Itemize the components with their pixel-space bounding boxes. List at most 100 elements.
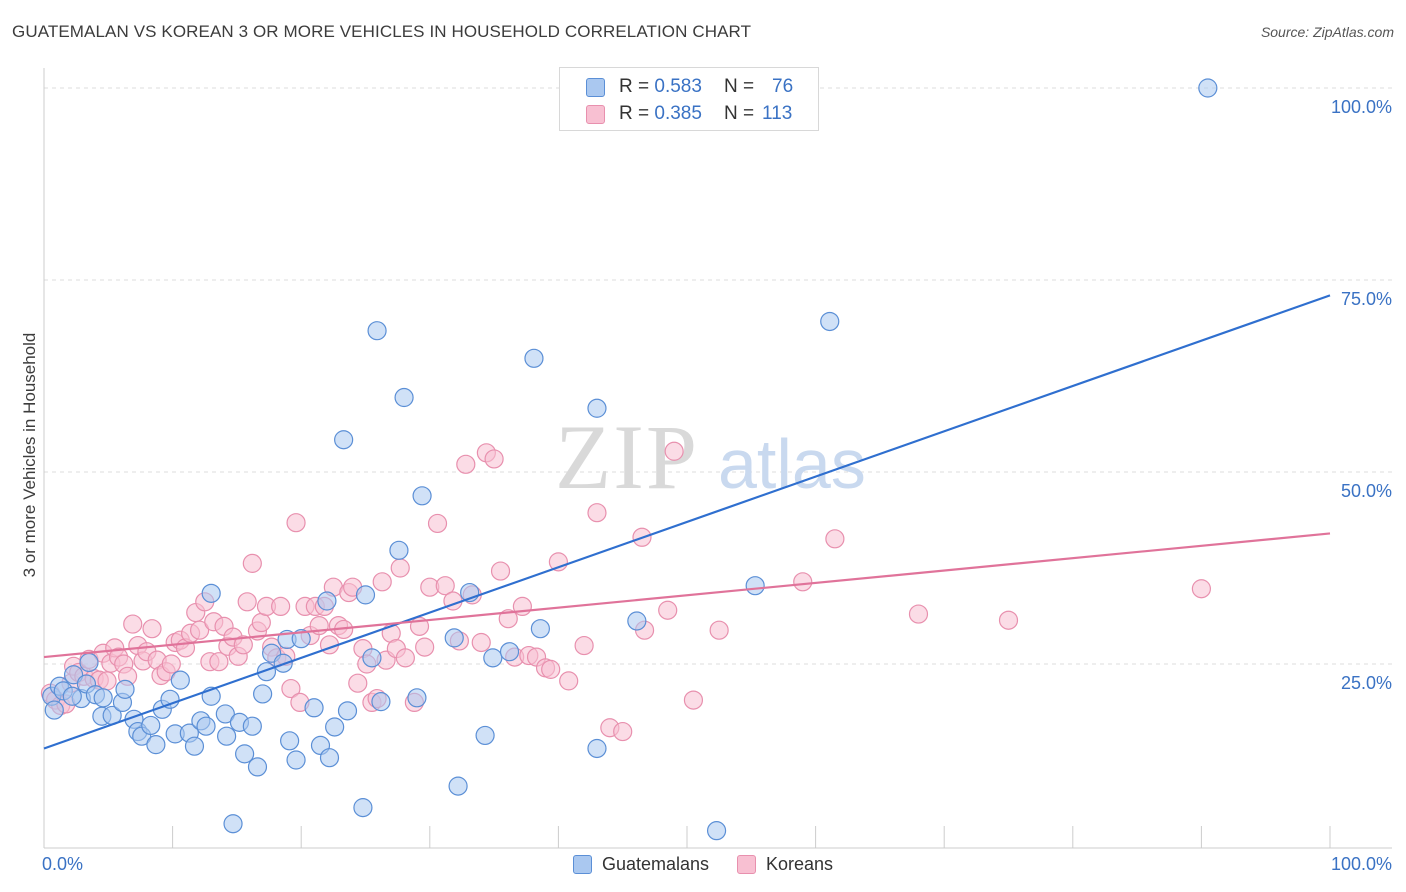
- y-tick-label: 100.0%: [1331, 97, 1392, 117]
- korean-point: [574, 635, 594, 656]
- guatemalan-point: [334, 430, 354, 450]
- y-tick-label: 25.0%: [1341, 673, 1392, 693]
- guatemalan-point: [337, 701, 358, 721]
- korean-point: [490, 561, 511, 581]
- guatemalan-point: [291, 629, 311, 649]
- guatemalan-point: [215, 704, 235, 724]
- guatemalan-point: [412, 486, 432, 506]
- legend-item-guatemalans: Guatemalans: [572, 853, 709, 875]
- legend-n-label: N =: [723, 103, 755, 124]
- korean-point: [237, 592, 257, 612]
- series-legend: Guatemalans Koreans: [0, 852, 1406, 876]
- guatemalan-point: [286, 750, 306, 770]
- korean-point: [415, 637, 435, 657]
- guatemalan-point: [280, 731, 300, 751]
- guatemalan-point: [362, 648, 382, 668]
- guatemalan-point: [355, 585, 376, 605]
- korean-point: [233, 635, 253, 655]
- korean-point: [281, 678, 301, 699]
- guatemalan-point: [367, 321, 387, 341]
- korean-point: [427, 513, 448, 534]
- korean-point: [456, 454, 476, 474]
- guatemalan-point: [530, 619, 550, 639]
- guatemalan-point: [223, 814, 243, 834]
- legend-r-label: R =: [619, 76, 650, 97]
- korean-trend-line: [43, 532, 1331, 659]
- x-tick-label-min: 0.0%: [42, 854, 83, 874]
- korean-point: [908, 604, 929, 624]
- guatemalan-point: [170, 670, 190, 690]
- source-credit: Source: ZipAtlas.com: [1260, 24, 1394, 40]
- guatemalan-point: [201, 583, 221, 603]
- legend-r-value: 0.583: [654, 76, 702, 97]
- guatemalan-point: [247, 757, 268, 777]
- axes: [43, 68, 1392, 849]
- legend-n-label: N =: [723, 76, 755, 97]
- korean-point: [251, 612, 271, 633]
- legend-r-label: R =: [619, 103, 650, 124]
- legend-label-guatemalans: Guatemalans: [601, 853, 709, 874]
- guatemalan-point: [184, 736, 205, 756]
- guatemalan-point: [317, 591, 337, 611]
- korean-point: [142, 619, 162, 639]
- guatemalan-point: [115, 679, 135, 699]
- legend-label-koreans: Koreans: [766, 853, 834, 874]
- guatemalan-point: [242, 716, 262, 736]
- watermark-atlas: atlas: [718, 425, 866, 503]
- tick-labels: 25.0% 50.0% 75.0% 100.0% 0.0% 100.0%: [42, 97, 1392, 874]
- guatemalan-point: [62, 686, 82, 706]
- korean-point: [242, 553, 262, 573]
- guatemalan-point: [706, 821, 727, 841]
- korean-point: [286, 513, 306, 533]
- korean-point: [161, 654, 181, 674]
- guatemalan-point: [160, 689, 180, 709]
- x-tick-label-max: 100.0%: [1331, 854, 1392, 874]
- legend-swatch-blue: [586, 77, 605, 97]
- guatemalan-point: [448, 776, 468, 796]
- guatemalan-point: [93, 688, 113, 708]
- korean-point: [1191, 579, 1212, 599]
- legend-n-value: 76: [772, 76, 794, 97]
- guatemalan-point: [483, 648, 503, 668]
- korean-point: [209, 652, 229, 672]
- guatemalan-point: [79, 652, 99, 673]
- correlation-legend: R = 0.583 N = 76 R = 0.385 N = 113: [559, 67, 819, 131]
- trend-lines: [43, 294, 1331, 750]
- guatemalan-point: [235, 744, 255, 764]
- guatemalan-point: [325, 717, 345, 737]
- guatemalan-point: [141, 715, 161, 736]
- korean-point: [664, 441, 684, 461]
- guatemalan-point: [394, 387, 414, 408]
- korean-point: [658, 600, 678, 620]
- guatemalan-point: [444, 628, 464, 648]
- korean-point: [123, 614, 143, 634]
- korean-point: [271, 596, 291, 617]
- korean-point: [587, 503, 607, 523]
- guatemalan-point: [587, 738, 607, 759]
- guatemalan-point: [389, 540, 409, 560]
- guatemalan-point: [499, 642, 520, 662]
- guatemalan-point: [44, 700, 64, 720]
- guatemalan-point: [217, 726, 237, 746]
- korean-point: [348, 673, 368, 693]
- legend-n-value: 113: [762, 103, 793, 124]
- chart-title: GUATEMALAN VS KOREAN 3 OR MORE VEHICLES …: [12, 22, 752, 41]
- guatemalan-point: [146, 735, 166, 755]
- korean-point: [471, 632, 491, 653]
- y-tick-label: 50.0%: [1341, 481, 1392, 501]
- guatemalan-point: [745, 576, 765, 596]
- guatemalan-point: [253, 684, 273, 704]
- korean-point: [395, 648, 415, 668]
- legend-swatch-pink: [737, 854, 756, 874]
- korean-point: [998, 610, 1019, 630]
- guatemalan-point: [304, 698, 324, 718]
- guatemalan-point: [256, 662, 277, 682]
- korean-point: [190, 620, 210, 640]
- korean-point: [390, 558, 410, 578]
- korean-point: [613, 721, 633, 742]
- guatemalan-point: [1198, 78, 1218, 98]
- korean-point: [683, 690, 704, 710]
- legend-swatch-pink: [586, 104, 605, 124]
- gridlines: [44, 87, 1392, 665]
